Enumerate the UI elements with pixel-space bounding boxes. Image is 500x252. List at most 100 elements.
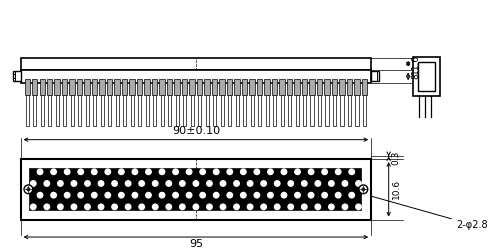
Bar [168, 95, 172, 126]
Circle shape [24, 185, 33, 194]
Circle shape [173, 169, 178, 175]
Circle shape [173, 193, 178, 198]
Circle shape [274, 181, 280, 186]
Circle shape [160, 169, 164, 175]
Bar [354, 79, 360, 95]
Circle shape [186, 169, 192, 175]
Circle shape [92, 169, 97, 175]
Circle shape [85, 181, 90, 186]
Bar [84, 79, 90, 95]
Bar [116, 95, 119, 126]
Bar [413, 57, 440, 96]
Circle shape [240, 169, 246, 175]
Circle shape [166, 181, 172, 186]
Bar [32, 79, 38, 95]
Bar [418, 62, 436, 91]
Bar [13, 72, 20, 81]
Circle shape [359, 185, 368, 194]
Bar [47, 79, 52, 95]
Circle shape [30, 204, 36, 210]
Circle shape [112, 204, 117, 210]
Bar [160, 79, 165, 95]
Circle shape [44, 204, 50, 210]
Circle shape [118, 169, 124, 175]
Bar [228, 95, 231, 126]
Circle shape [315, 181, 320, 186]
Circle shape [288, 204, 294, 210]
Circle shape [308, 193, 314, 198]
Bar [340, 79, 345, 95]
Bar [242, 79, 248, 95]
Bar [213, 95, 216, 126]
Bar [250, 95, 254, 126]
Bar [123, 95, 126, 126]
Bar [48, 95, 51, 126]
Bar [130, 79, 135, 95]
Bar [362, 79, 368, 95]
Circle shape [227, 193, 232, 198]
Circle shape [152, 181, 158, 186]
Bar [54, 79, 60, 95]
Circle shape [180, 181, 185, 186]
Bar [114, 79, 120, 95]
Bar [264, 79, 270, 95]
Bar [56, 95, 59, 126]
Bar [190, 79, 195, 95]
Circle shape [118, 193, 124, 198]
Bar [243, 95, 246, 126]
Circle shape [180, 204, 185, 210]
Bar [294, 79, 300, 95]
Circle shape [356, 204, 361, 210]
Bar [198, 95, 201, 126]
Circle shape [64, 169, 70, 175]
Circle shape [98, 204, 104, 210]
Bar [296, 95, 298, 126]
Bar [333, 95, 336, 126]
Circle shape [322, 193, 328, 198]
Circle shape [64, 193, 70, 198]
Circle shape [126, 204, 131, 210]
Circle shape [295, 193, 300, 198]
Circle shape [248, 181, 253, 186]
Circle shape [214, 193, 219, 198]
Circle shape [85, 204, 90, 210]
Circle shape [58, 181, 63, 186]
Bar [167, 79, 172, 95]
Bar [220, 79, 225, 95]
Circle shape [274, 204, 280, 210]
Circle shape [234, 181, 239, 186]
Circle shape [126, 181, 131, 186]
Circle shape [349, 169, 354, 175]
Circle shape [112, 181, 117, 186]
Circle shape [186, 193, 192, 198]
Bar [197, 79, 202, 95]
Text: 2-φ2.8: 2-φ2.8 [456, 220, 488, 231]
Circle shape [78, 169, 84, 175]
Circle shape [362, 188, 365, 191]
Circle shape [342, 204, 347, 210]
Circle shape [336, 169, 341, 175]
Bar [250, 79, 255, 95]
Bar [326, 95, 328, 126]
Circle shape [268, 169, 273, 175]
Circle shape [281, 193, 286, 198]
Circle shape [139, 181, 144, 186]
Text: 0.3: 0.3 [392, 150, 400, 165]
Text: 10.6: 10.6 [392, 179, 400, 199]
Circle shape [30, 181, 36, 186]
Circle shape [220, 181, 226, 186]
Circle shape [227, 169, 232, 175]
Circle shape [58, 204, 63, 210]
Circle shape [308, 169, 314, 175]
Bar [280, 95, 283, 126]
Bar [310, 95, 314, 126]
Circle shape [132, 169, 138, 175]
Circle shape [261, 204, 266, 210]
Circle shape [44, 181, 50, 186]
Bar [332, 79, 338, 95]
Bar [86, 95, 89, 126]
Bar [93, 95, 96, 126]
Bar [206, 95, 208, 126]
Bar [280, 79, 285, 95]
Bar [33, 95, 36, 126]
